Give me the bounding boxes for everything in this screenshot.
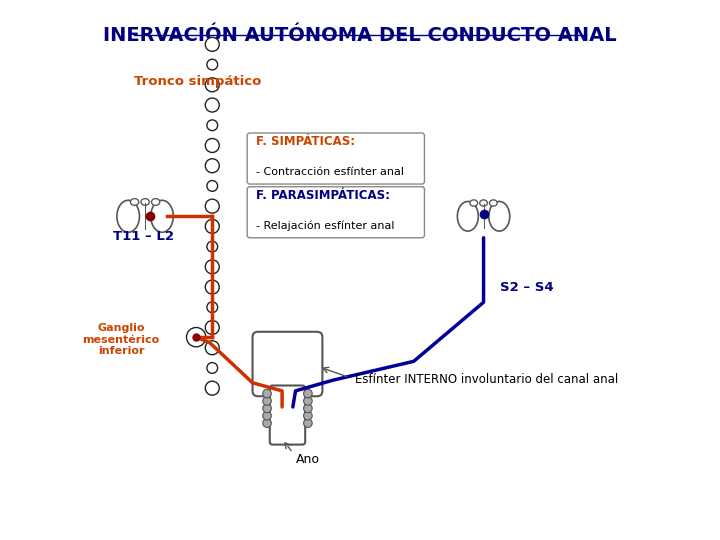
Circle shape xyxy=(205,260,220,274)
Ellipse shape xyxy=(117,200,140,232)
Circle shape xyxy=(205,98,220,112)
Text: - Relajación esfínter anal: - Relajación esfínter anal xyxy=(256,220,395,231)
Ellipse shape xyxy=(470,200,477,206)
Circle shape xyxy=(205,138,220,152)
Circle shape xyxy=(205,37,220,51)
Text: F. PARASIMPÁTICAS:: F. PARASIMPÁTICAS: xyxy=(256,189,390,202)
Circle shape xyxy=(304,397,312,405)
Circle shape xyxy=(207,59,217,70)
Circle shape xyxy=(186,327,206,347)
Text: Tronco simpático: Tronco simpático xyxy=(135,75,262,87)
FancyBboxPatch shape xyxy=(247,187,425,238)
FancyBboxPatch shape xyxy=(247,133,425,184)
Circle shape xyxy=(263,404,271,413)
Circle shape xyxy=(207,302,217,313)
Ellipse shape xyxy=(489,201,510,231)
Text: Esfínter INTERNO involuntario del canal anal: Esfínter INTERNO involuntario del canal … xyxy=(355,373,618,386)
Circle shape xyxy=(207,120,217,131)
Circle shape xyxy=(263,419,271,427)
Circle shape xyxy=(304,419,312,427)
Circle shape xyxy=(263,411,271,420)
FancyBboxPatch shape xyxy=(253,332,323,396)
Circle shape xyxy=(205,341,220,355)
Circle shape xyxy=(207,180,217,191)
Text: Ganglio
mesentérico
inferior: Ganglio mesentérico inferior xyxy=(82,323,160,356)
Circle shape xyxy=(207,241,217,252)
Circle shape xyxy=(207,362,217,373)
Circle shape xyxy=(304,389,312,398)
Text: F. SIMPÁTICAS:: F. SIMPÁTICAS: xyxy=(256,136,356,148)
Ellipse shape xyxy=(151,199,160,205)
Circle shape xyxy=(304,411,312,420)
Circle shape xyxy=(205,159,220,173)
Text: S2 – S4: S2 – S4 xyxy=(500,281,553,294)
Circle shape xyxy=(304,404,312,413)
Text: INERVACIÓN AUTÓNOMA DEL CONDUCTO ANAL: INERVACIÓN AUTÓNOMA DEL CONDUCTO ANAL xyxy=(103,25,617,45)
Circle shape xyxy=(263,389,271,398)
Ellipse shape xyxy=(141,199,149,205)
Circle shape xyxy=(205,321,220,334)
Circle shape xyxy=(263,397,271,405)
Text: T11 – L2: T11 – L2 xyxy=(113,231,174,244)
Text: Ano: Ano xyxy=(295,454,320,467)
Ellipse shape xyxy=(150,200,174,232)
Ellipse shape xyxy=(480,200,487,206)
Circle shape xyxy=(205,219,220,233)
FancyBboxPatch shape xyxy=(270,386,305,444)
Circle shape xyxy=(205,381,220,395)
Ellipse shape xyxy=(490,200,498,206)
Circle shape xyxy=(205,78,220,92)
Ellipse shape xyxy=(130,199,139,205)
Text: - Contracción esfínter anal: - Contracción esfínter anal xyxy=(256,167,405,177)
Ellipse shape xyxy=(457,201,478,231)
Circle shape xyxy=(205,199,220,213)
Circle shape xyxy=(205,280,220,294)
